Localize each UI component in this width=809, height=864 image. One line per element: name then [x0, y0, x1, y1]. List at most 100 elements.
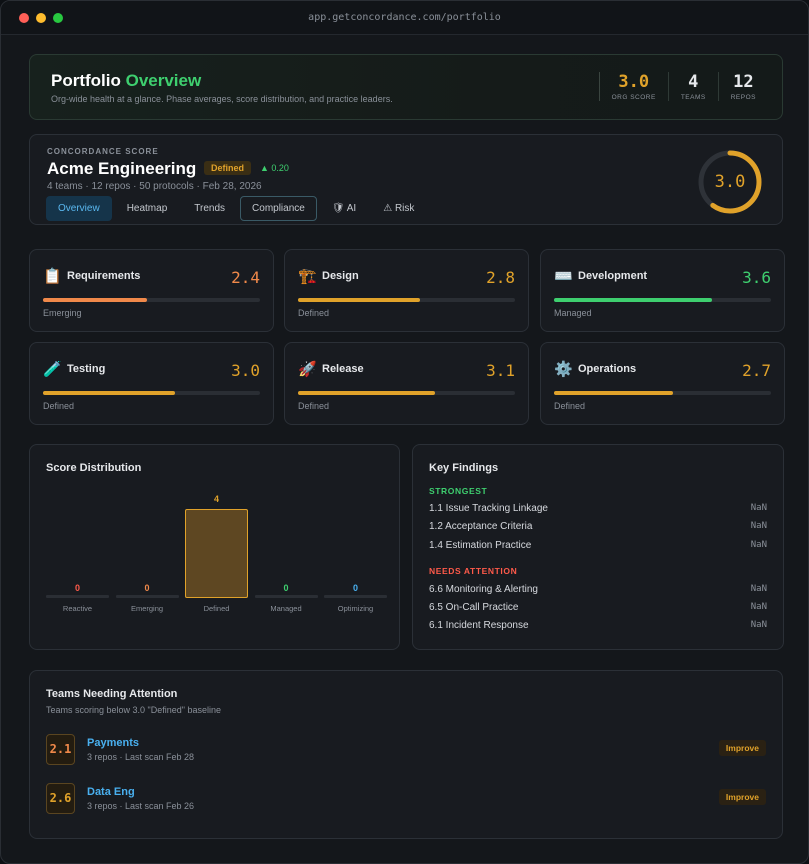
strongest-label: STRONGEST [429, 486, 488, 496]
stat-teams: 4 TEAMS [667, 72, 718, 101]
phase-score: 2.8 [486, 268, 515, 287]
team-name[interactable]: Data Eng [87, 786, 135, 798]
phase-level: Defined [298, 308, 330, 318]
phase-name: Release [322, 363, 364, 375]
finding-name: 1.2 Acceptance Criteria [429, 521, 533, 532]
dist-bar-label: Optimizing [337, 604, 374, 613]
phase-level: Managed [554, 308, 592, 318]
phase-score: 2.7 [742, 361, 771, 380]
portfolio-header: Portfolio Overview Org-wide health at a … [29, 54, 783, 120]
dist-column-managed: 0 Managed [254, 485, 318, 640]
concordance-score-card: CONCORDANCE SCORE Acme Engineering Defin… [29, 134, 783, 225]
org-meta: 4 teams · 12 repos · 50 protocols · Feb … [47, 181, 262, 192]
stat-label: REPOS [730, 94, 756, 101]
close-window-button[interactable] [19, 13, 29, 23]
phase-level: Defined [554, 401, 586, 411]
phase-name: Development [578, 270, 648, 282]
score-overline: CONCORDANCE SCORE [47, 147, 159, 156]
finding-name: 6.5 On-Call Practice [429, 602, 519, 613]
dist-bar-value: 0 [283, 583, 289, 593]
dist-bar[interactable] [185, 509, 248, 598]
finding-name: 1.1 Issue Tracking Linkage [429, 503, 548, 514]
finding-value: NaN [750, 540, 767, 550]
view-tabs: Overview Heatmap Trends Compliance 🛡 AI … [46, 196, 429, 221]
stat-value: 3.0 [618, 72, 650, 92]
teams-title: Teams Needing Attention [46, 688, 178, 700]
improve-button[interactable]: Improve [718, 740, 766, 756]
phase-score: 3.1 [486, 361, 515, 380]
improve-button[interactable]: Improve [718, 789, 766, 805]
phase-name: Requirements [67, 270, 141, 282]
dist-bar-baseline [324, 595, 387, 598]
finding-row[interactable]: 6.6 Monitoring & Alerting NaN [429, 584, 767, 595]
finding-row[interactable]: 6.5 On-Call Practice NaN [429, 602, 767, 613]
dist-bar-label: Reactive [62, 604, 93, 613]
phase-card-design[interactable]: 🏗️ Design 2.8 Defined [284, 249, 529, 332]
dist-bar-label: Managed [270, 604, 302, 613]
score-delta: ▲ 0.20 [260, 163, 289, 173]
distribution-title: Score Distribution [46, 462, 142, 474]
dist-bar-value: 0 [352, 583, 358, 593]
finding-value: NaN [750, 584, 767, 594]
phase-progress-fill [554, 298, 713, 302]
dist-bar-label: Emerging [130, 604, 164, 613]
tab-trends[interactable]: Trends [194, 203, 226, 214]
tab-heatmap[interactable]: Heatmap [126, 203, 168, 214]
dist-column-emerging: 0 Emerging [115, 485, 179, 640]
phase-name: Testing [67, 363, 106, 375]
phase-progress-fill [298, 391, 435, 395]
stat-label: ORG SCORE [611, 94, 656, 101]
phase-card-requirements[interactable]: 📋 Requirements 2.4 Emerging [29, 249, 274, 332]
page-title-accent: Overview [125, 71, 202, 90]
tab-ai[interactable]: 🛡 AI [331, 203, 357, 214]
team-meta: 3 repos · Last scan Feb 28 [87, 752, 195, 762]
stat-org-score: 3.0 ORG SCORE [598, 72, 668, 101]
dist-column-optimizing: 0 Optimizing [324, 485, 387, 640]
finding-row[interactable]: 6.1 Incident Response NaN [429, 620, 767, 631]
phase-progress-fill [298, 298, 420, 302]
phase-icon: 🧪 [43, 361, 62, 378]
finding-name: 6.6 Monitoring & Alerting [429, 584, 538, 595]
tab-risk[interactable]: ⚠ Risk [383, 203, 415, 214]
phase-icon: 📋 [43, 268, 62, 285]
finding-row[interactable]: 1.1 Issue Tracking Linkage NaN [429, 503, 767, 514]
team-meta: 3 repos · Last scan Feb 26 [87, 801, 195, 811]
tab-compliance[interactable]: Compliance [240, 196, 317, 221]
needs-attention-label: NEEDS ATTENTION [429, 566, 518, 576]
score-ring-value: 3.0 [714, 172, 746, 192]
phase-card-release[interactable]: 🚀 Release 3.1 Defined [284, 342, 529, 425]
distribution-chart: 0 Reactive 0 Emerging 4 Defined 0 Managed 0 Optim… [45, 485, 387, 640]
stat-value: 12 [733, 72, 754, 92]
dist-bar-baseline [46, 595, 109, 598]
address-bar[interactable]: app.getconcordance.com/portfolio [308, 12, 501, 23]
stat-value: 4 [688, 72, 699, 92]
phase-card-development[interactable]: ⌨️ Development 3.6 Managed [540, 249, 785, 332]
maximize-window-button[interactable] [53, 13, 63, 23]
minimize-window-button[interactable] [36, 13, 46, 23]
score-ring [698, 150, 762, 214]
phase-icon: 🚀 [298, 361, 317, 378]
stat-repos: 12 REPOS [717, 72, 768, 101]
finding-name: 1.4 Estimation Practice [429, 540, 532, 551]
phase-icon: 🏗️ [298, 268, 317, 285]
team-row[interactable]: 2.6 Data Eng 3 repos · Last scan Feb 26 … [46, 783, 766, 815]
page-title: Portfolio Overview [51, 71, 201, 91]
dist-bar-value: 0 [74, 583, 80, 593]
phase-score: 3.0 [231, 361, 260, 380]
team-name[interactable]: Payments [87, 737, 139, 749]
findings-title: Key Findings [429, 462, 499, 474]
phase-icon: ⌨️ [554, 268, 573, 285]
phase-card-testing[interactable]: 🧪 Testing 3.0 Defined [29, 342, 274, 425]
phase-progress-track [43, 391, 260, 395]
tab-overview[interactable]: Overview [46, 196, 112, 221]
finding-row[interactable]: 1.2 Acceptance Criteria NaN [429, 521, 767, 532]
team-row[interactable]: 2.1 Payments 3 repos · Last scan Feb 28 … [46, 734, 766, 766]
finding-row[interactable]: 1.4 Estimation Practice NaN [429, 540, 767, 551]
phase-card-operations[interactable]: ⚙️ Operations 2.7 Defined [540, 342, 785, 425]
finding-value: NaN [750, 602, 767, 612]
finding-value: NaN [750, 620, 767, 630]
phase-progress-track [298, 391, 515, 395]
phase-progress-fill [43, 391, 176, 395]
phase-progress-track [298, 298, 515, 302]
